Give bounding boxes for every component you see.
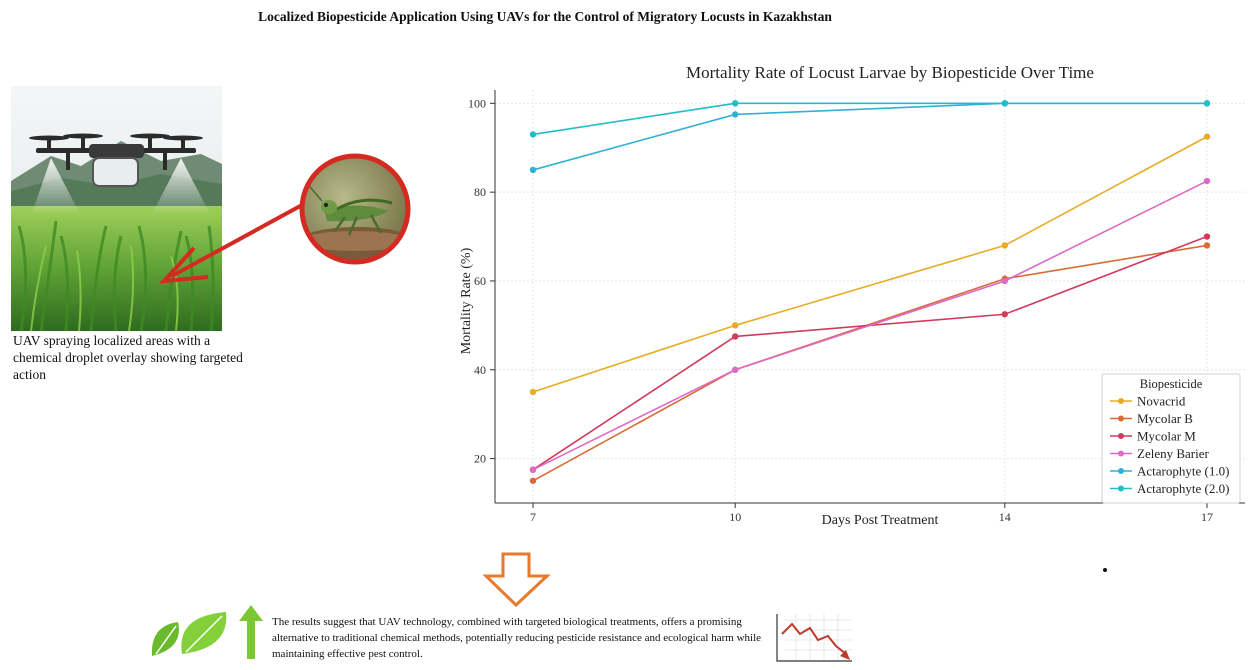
chart-series [529,100,1211,484]
x-tick-label: 7 [530,510,536,524]
data-point [529,166,537,174]
down-arrow-icon [483,552,551,608]
data-point [732,366,739,373]
legend-swatch-marker [1118,468,1124,474]
photo-caption: UAV spraying localized areas with a chem… [13,333,243,382]
data-point [1001,100,1008,107]
legend-swatch-marker [1118,398,1124,404]
series-line [532,102,1207,136]
legend-title: Biopesticide [1140,377,1203,391]
legend-swatch-marker [1118,450,1124,457]
data-point [529,477,537,484]
data-point [732,100,739,107]
legend-label: Actarophyte (1.0) [1137,464,1229,479]
x-tick-label: 10 [729,510,741,524]
data-point [529,388,537,396]
y-tick-label: 40 [474,363,486,377]
page-title: Localized Biopesticide Application Using… [258,9,832,24]
series-line [532,244,1208,482]
legend-label: Mycolar B [1137,411,1193,426]
y-tick-label: 20 [474,452,486,466]
conclusion-text: The results suggest that UAV technology,… [272,616,762,660]
legend-label: Zeleny Barier [1137,446,1209,461]
stray-dot [1103,568,1107,572]
y-axis-label: Mortality Rate (%) [459,247,474,354]
data-point [1001,242,1008,249]
x-tick-label: 14 [999,510,1011,524]
y-tick-label: 80 [474,185,486,199]
data-point [732,322,739,329]
chart-title: Mortality Rate of Locust Larvae by Biope… [686,63,1094,82]
drone-field-photo [11,86,222,331]
red-arrow-icon [159,203,303,284]
up-arrow-icon [239,605,263,659]
data-point [732,111,739,118]
data-point [732,333,739,340]
decline-chart-icon [776,614,852,662]
series-line [532,102,1207,171]
y-tick-label: 60 [474,274,486,288]
legend-label: Actarophyte (2.0) [1137,481,1229,496]
leaf-icon [151,612,227,656]
legend-swatch-marker [1118,485,1124,492]
line-chart: Mortality Rate of Locust Larvae by Biope… [459,63,1245,528]
y-tick-label: 100 [468,96,486,110]
data-point [529,131,537,138]
x-axis-label: Days Post Treatment [822,513,939,528]
legend-label: Novacrid [1137,394,1186,409]
data-point [1001,277,1008,285]
series-line [532,180,1208,471]
data-point [529,466,537,473]
legend-swatch-marker [1118,433,1124,439]
data-point [1001,311,1008,318]
data-point [1203,177,1211,185]
legend-box [1101,373,1241,504]
legend-label: Mycolar M [1137,429,1196,444]
legend-swatch-marker [1118,415,1124,422]
chart-legend: Biopesticide Novacrid Mycolar B Mycolar M Ze… [1101,373,1241,504]
data-point [1203,133,1211,140]
series-line [532,135,1208,393]
data-point [1203,242,1211,249]
data-point [1203,100,1211,107]
locust-icon [299,153,411,265]
data-point [1203,233,1211,240]
x-tick-label: 17 [1201,510,1213,524]
